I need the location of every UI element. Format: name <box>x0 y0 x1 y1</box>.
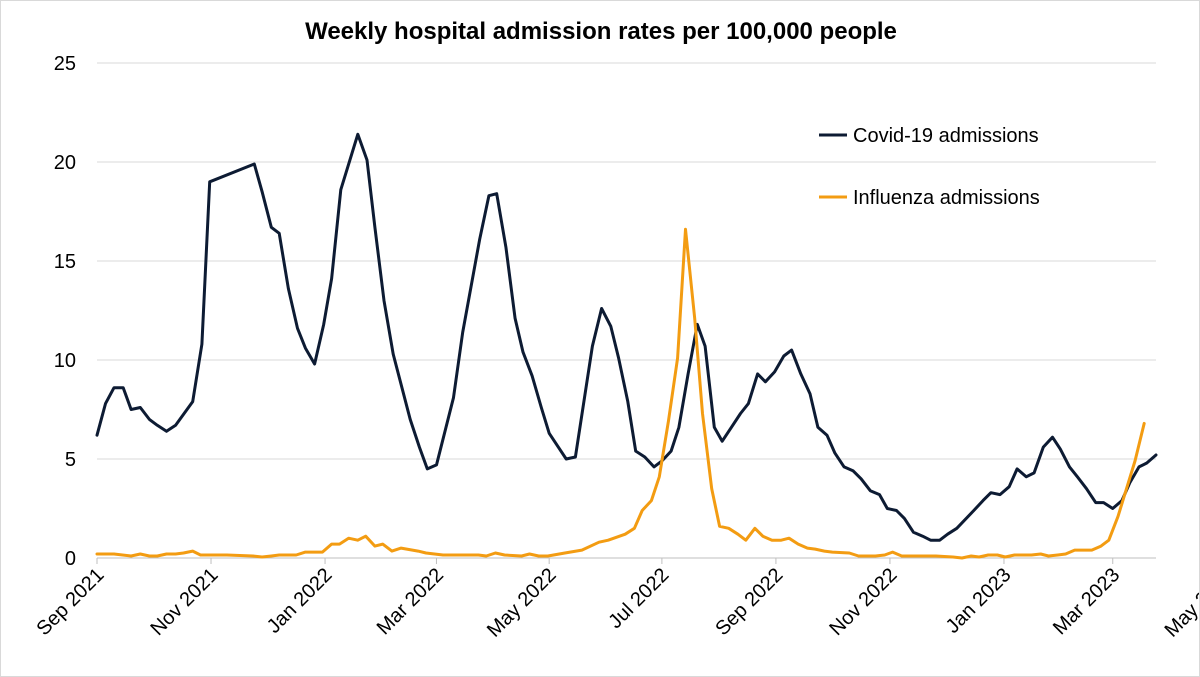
series <box>95 132 1158 560</box>
y-tick-label: 20 <box>54 152 76 174</box>
chart-title: Weekly hospital admission rates per 100,… <box>305 18 897 45</box>
y-tick-label: 5 <box>65 449 76 471</box>
x-tick-label: Nov 2021 <box>146 564 222 640</box>
x-tick-label: Mar 2022 <box>373 564 448 639</box>
x-tick-label: Jan 2023 <box>942 564 1016 638</box>
y-tick-label: 15 <box>54 251 76 273</box>
y-tick-label: 0 <box>65 548 76 570</box>
legend: Covid-19 admissions Influenza admissions <box>819 125 1040 209</box>
x-tick-label: May 2023 <box>1161 564 1199 642</box>
x-tick-label: Sep 2021 <box>32 564 108 640</box>
x-tick-label: Jul 2022 <box>604 564 673 633</box>
series-line-influenza <box>95 227 1146 560</box>
x-tick-label: Sep 2022 <box>711 564 787 640</box>
x-tick-label: Jan 2022 <box>263 564 337 638</box>
x-tick-label: Nov 2022 <box>825 564 901 640</box>
series-line-covid <box>95 132 1158 542</box>
legend-label-influenza: Influenza admissions <box>853 187 1040 209</box>
y-tick-label: 25 <box>54 53 76 75</box>
y-tick-label: 10 <box>54 350 76 372</box>
x-tick-label: May 2022 <box>483 564 561 642</box>
x-tick-label: Mar 2023 <box>1049 564 1124 639</box>
legend-label-covid: Covid-19 admissions <box>853 125 1039 147</box>
